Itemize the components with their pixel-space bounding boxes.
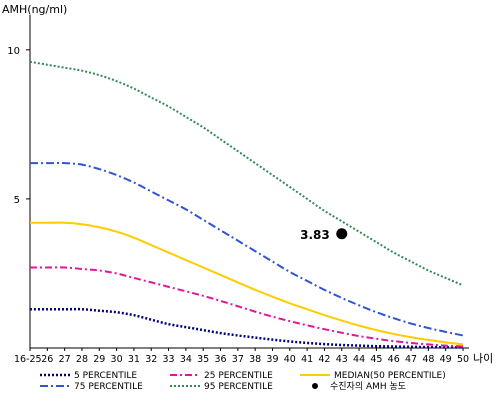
patient-point: 3.83 [300,228,348,242]
legend-point-swatch [312,383,318,389]
y-tick-label: 5 [14,195,20,206]
x-tick-label: 35 [197,354,209,365]
x-tick-label: 50 [457,354,469,365]
x-tick-label: 38 [249,354,261,365]
x-tick-label: 41 [301,354,313,365]
x-tick-label: 27 [59,354,71,365]
x-tick-label: 37 [232,354,244,365]
x-tick-label: 42 [318,354,330,365]
legend-label-0: 5 PERCENTILE [74,371,137,381]
y-tick-label: 10 [7,46,20,57]
x-tick-label: 26 [41,354,53,365]
x-tick-label: 39 [266,354,278,365]
x-tick-label: 29 [93,354,105,365]
x-tick-label: 49 [440,354,452,365]
series-lines [29,60,464,349]
x-axis-title: 나이 [473,352,493,365]
x-tick-label: 30 [111,354,123,365]
axes: AMH(ng/ml) 5 10 16-25 26 27 28 29 30 31 32 33 34 35 36… [2,3,493,365]
series-line-0 [29,307,464,349]
x-tick-label: 46 [388,354,400,365]
legend-label-1: 25 PERCENTILE [204,371,273,381]
x-tick-label: 44 [353,354,365,365]
y-axis-title: AMH(ng/ml) [2,3,67,16]
x-tick-label: 48 [422,354,434,365]
x-tick-label: 16-25 [14,354,42,365]
x-tick-label: 36 [214,354,226,365]
x-tick-label: 34 [180,354,192,365]
legend-label-2: MEDIAN(50 PERCENTILE) [334,371,446,381]
legend-label-3: 75 PERCENTILE [74,382,143,392]
x-tick-label: 31 [128,354,140,365]
patient-amh-value-label: 3.83 [300,228,330,242]
legend-point-label: 수진자의 AMH 농도 [330,381,406,392]
x-tick-label: 28 [76,354,88,365]
x-tick-label: 45 [370,354,382,365]
x-tick-label: 47 [405,354,417,365]
x-tick-label: 43 [336,354,348,365]
legend: 5 PERCENTILE 25 PERCENTILE MEDIAN(50 PERCE… [40,371,446,392]
x-tick-label: 33 [163,354,175,365]
series-line-2 [29,221,464,346]
series-line-1 [29,266,464,348]
legend-label-4: 95 PERCENTILE [204,382,273,392]
x-tick-label: 32 [145,354,157,365]
x-tick-label: 40 [284,354,296,365]
series-line-4 [29,60,464,287]
series-line-3 [29,162,464,337]
patient-amh-point [336,228,348,240]
